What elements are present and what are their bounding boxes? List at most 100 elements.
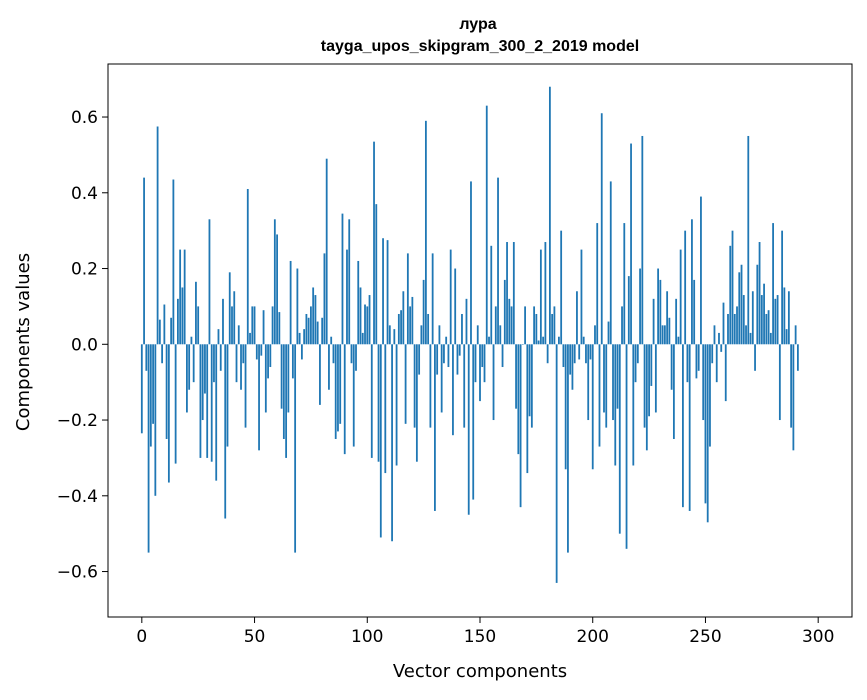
bar-121 [413,344,416,428]
bar-173 [530,344,533,428]
bar-88 [339,344,342,424]
bar-193 [576,291,578,345]
bar-82 [325,158,328,345]
bar-86 [334,344,337,439]
bar-240 [682,344,684,508]
bar-218 [632,344,635,466]
bar-127 [427,313,430,345]
bar-272 [754,344,756,371]
bar-57 [269,344,272,368]
bar-89 [341,213,344,345]
bar-87 [337,344,339,432]
bar-258 [722,302,725,345]
bar-10 [163,304,166,345]
bar-137 [449,249,452,345]
bar-99 [364,304,366,345]
x-tick-label: 0 [136,627,147,647]
x-tick-label: 50 [244,627,266,647]
bar-285 [783,287,786,345]
bar-269 [747,135,750,345]
bar-118 [406,253,409,345]
bar-140 [456,344,459,375]
bar-58 [271,306,274,345]
bar-104 [375,204,378,345]
bar-14 [172,179,175,345]
bar-186 [560,230,563,345]
bar-231 [661,325,664,345]
bar-181 [548,86,551,345]
bar-260 [727,313,729,345]
bar-198 [587,344,590,421]
bar-55 [264,344,267,413]
bar-184 [555,344,558,583]
x-tick-label: 200 [577,627,609,647]
bar-216 [627,276,630,345]
bar-170 [524,306,526,345]
bar-125 [422,279,425,345]
bar-44 [240,344,242,390]
bar-29 [206,344,209,458]
x-tick-label: 250 [689,627,721,647]
bar-132 [438,325,441,345]
bar-152 [483,344,486,383]
bars-group [140,86,799,583]
bar-205 [603,344,605,413]
bar-15 [174,344,177,464]
bar-2 [145,344,148,371]
bar-139 [454,268,457,345]
bar-284 [781,230,784,345]
bar-211 [616,344,619,409]
bar-251 [706,344,709,523]
bar-273 [756,264,759,345]
bar-178 [542,336,545,345]
bar-248 [700,196,702,345]
bar-53 [260,344,263,356]
bar-191 [571,344,574,390]
bar-225 [648,344,650,417]
bar-123 [418,344,421,375]
bar-85 [332,344,335,364]
bar-117 [404,344,407,424]
bar-37 [224,344,227,519]
bar-257 [720,344,723,352]
bar-219 [634,344,637,383]
bar-32 [213,344,215,383]
bar-141 [458,344,461,356]
bar-221 [639,268,641,345]
y-tick-label: 0.2 [71,260,98,280]
bar-150 [479,344,481,402]
bar-233 [666,291,669,345]
bar-246 [695,344,698,379]
bar-213 [621,306,623,345]
y-tick-label: 0.6 [71,108,98,128]
y-tick-label: 0.4 [71,184,98,204]
bar-232 [663,325,666,345]
bar-289 [792,344,795,451]
bar-46 [244,344,247,428]
bar-149 [476,325,479,345]
bar-28 [204,344,206,394]
bar-6 [154,344,157,496]
bar-72 [303,329,306,345]
bar-241 [684,230,687,345]
bar-98 [361,332,364,345]
bar-176 [537,340,540,345]
bar-253 [711,344,714,364]
bar-51 [255,344,258,360]
bar-252 [709,344,711,447]
bar-256 [718,332,720,345]
bar-94 [352,344,355,447]
bar-161 [503,279,506,345]
bar-244 [691,219,693,345]
x-axis-label: Vector components [393,661,567,682]
bar-271 [751,291,754,345]
bar-274 [758,242,761,345]
bar-83 [328,344,330,390]
bar-215 [625,344,628,549]
y-tick-label: −0.6 [57,563,98,583]
bar-97 [359,287,362,345]
bar-154 [488,336,490,345]
bar-80 [321,317,324,345]
bar-75 [310,306,312,345]
bar-264 [736,306,738,345]
